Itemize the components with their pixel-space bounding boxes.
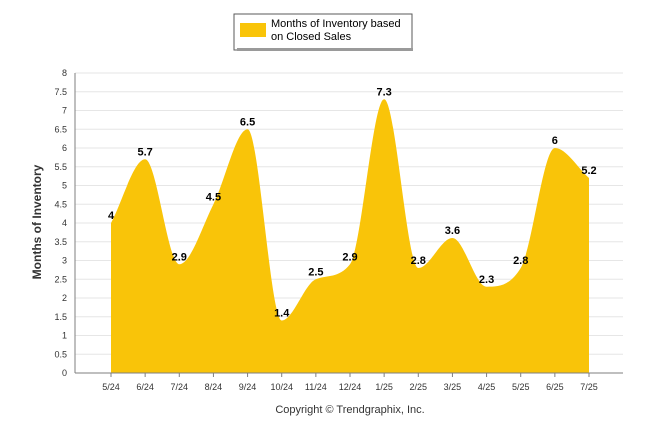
y-tick-label: 8 xyxy=(62,68,67,78)
legend-swatch xyxy=(240,23,266,37)
area-series xyxy=(111,99,589,373)
data-label: 2.9 xyxy=(172,251,187,263)
y-tick-label: 5 xyxy=(62,181,67,191)
x-tick-label: 6/24 xyxy=(136,382,154,392)
data-label: 2.9 xyxy=(342,251,357,263)
y-tick-label: 6.5 xyxy=(54,124,67,134)
x-tick-label: 3/25 xyxy=(444,382,462,392)
x-tick-label: 11/24 xyxy=(305,382,327,392)
x-tick-label: 2/25 xyxy=(410,382,428,392)
y-tick-label: 3 xyxy=(62,256,67,266)
legend-shadow xyxy=(237,48,413,51)
data-label: 3.6 xyxy=(445,225,460,237)
data-label: 7.3 xyxy=(376,86,391,98)
y-tick-label: 3.5 xyxy=(54,237,67,247)
y-tick-label: 5.5 xyxy=(54,162,67,172)
data-label: 2.8 xyxy=(513,255,528,267)
copyright-footer: Copyright © Trendgraphix, Inc. xyxy=(275,404,424,416)
y-tick-label: 6 xyxy=(62,143,67,153)
y-tick-label: 0 xyxy=(62,368,67,378)
data-label: 1.4 xyxy=(274,308,290,320)
data-label: 6 xyxy=(552,135,558,147)
x-tick-label: 5/24 xyxy=(102,382,120,392)
y-tick-label: 2 xyxy=(62,293,67,303)
x-tick-label: 7/24 xyxy=(171,382,189,392)
legend-label-line-2: on Closed Sales xyxy=(271,31,352,43)
data-label: 4.5 xyxy=(206,191,221,203)
y-tick-label: 4.5 xyxy=(54,199,67,209)
x-tick-label: 8/24 xyxy=(205,382,223,392)
legend: Months of Inventory based on Closed Sale… xyxy=(233,13,413,51)
area-fill xyxy=(111,99,589,373)
x-tick-labels: 5/24 6/24 7/24 8/24 9/24 10/24 11/24 12/24 1/25 2… xyxy=(102,382,598,392)
y-tick-label: 4 xyxy=(62,218,67,228)
y-tick-label: 7 xyxy=(62,106,67,116)
data-label: 2.3 xyxy=(479,274,494,286)
axes xyxy=(74,73,623,377)
x-tick-label: 1/25 xyxy=(375,382,393,392)
data-label: 4 xyxy=(108,210,115,222)
y-axis-title: Months of Inventory xyxy=(30,164,44,279)
data-label: 5.2 xyxy=(581,165,596,177)
y-tick-label: 2.5 xyxy=(54,274,67,284)
y-tick-label: 0.5 xyxy=(54,349,67,359)
data-labels: 4 5.7 2.9 4.5 6.5 1.4 2.5 2.9 7.3 2.8 3.6 2.3 2.8 6 5.… xyxy=(108,86,597,319)
x-tick-label: 4/25 xyxy=(478,382,496,392)
y-tick-labels: 0 0.5 1 1.5 2 2.5 3 3.5 4 4.5 5 5.5 6 6.5 7 7.5 8 xyxy=(54,68,67,378)
data-label: 2.5 xyxy=(308,266,323,278)
x-tick-label: 5/25 xyxy=(512,382,530,392)
x-tick-label: 12/24 xyxy=(339,382,362,392)
y-tick-label: 7.5 xyxy=(54,87,67,97)
legend-label-line-1: Months of Inventory based xyxy=(271,18,401,30)
data-label: 6.5 xyxy=(240,116,255,128)
y-tick-label: 1.5 xyxy=(54,312,67,322)
y-tick-label: 1 xyxy=(62,331,67,341)
data-label: 2.8 xyxy=(411,255,426,267)
x-tick-label: 7/25 xyxy=(580,382,598,392)
x-tick-label: 9/24 xyxy=(239,382,257,392)
x-tick-label: 6/25 xyxy=(546,382,564,392)
data-label: 5.7 xyxy=(137,146,152,158)
x-tick-label: 10/24 xyxy=(270,382,293,392)
